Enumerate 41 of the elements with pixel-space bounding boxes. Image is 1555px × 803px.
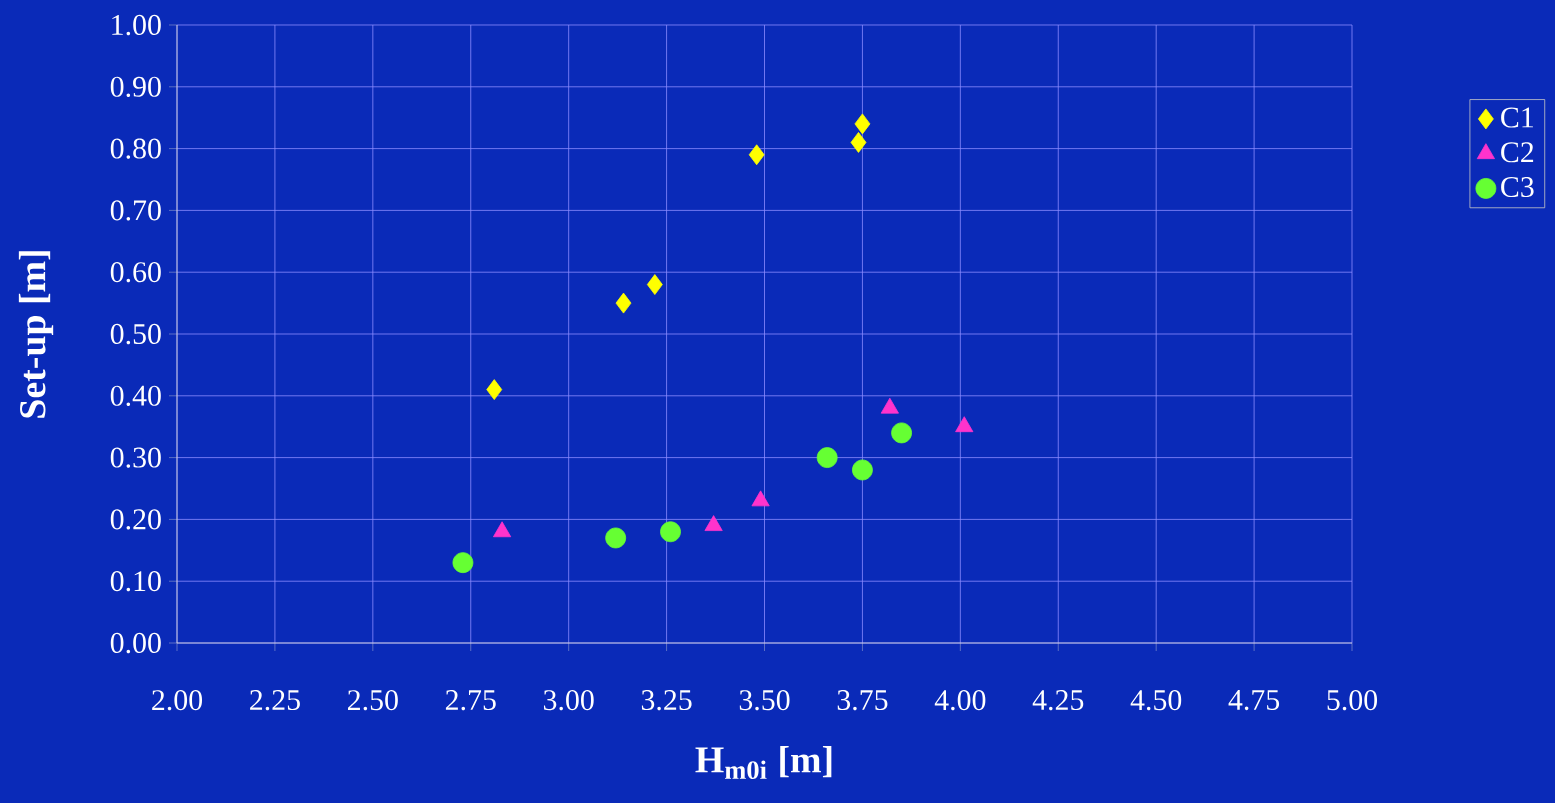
x-tick-label: 4.00 — [934, 690, 986, 711]
point — [850, 132, 867, 153]
x-tick-label: 2.50 — [347, 690, 398, 711]
y-tick-label: 0.20 — [110, 509, 161, 530]
text: H$_{m0i}$ [m] — [695, 746, 832, 780]
y-tick-label: 0.50 — [110, 323, 161, 345]
legend-label: C3 — [1501, 177, 1534, 198]
point — [854, 113, 871, 135]
legend-label: C1 — [1501, 107, 1533, 128]
x-tick-label: 2.25 — [250, 690, 300, 711]
y-tick-label: 0.40 — [110, 385, 161, 406]
point — [660, 521, 681, 543]
point — [816, 447, 838, 468]
y-tick-label: 0.90 — [110, 76, 161, 97]
point — [615, 292, 632, 314]
point — [605, 527, 627, 549]
y-tick-label: 0.00 — [110, 632, 161, 654]
x-tick-label: 4.75 — [1228, 690, 1280, 711]
x-tick-label: 4.25 — [1032, 690, 1084, 711]
y-tick-label: 0.30 — [110, 447, 161, 468]
y-tick-label: 1.00 — [112, 14, 161, 36]
x-tick-label: 3.25 — [641, 690, 692, 711]
y-tick-label: 0.70 — [110, 200, 161, 221]
x-tick-label: 4.50 — [1130, 690, 1182, 711]
point — [486, 379, 503, 401]
legend-label: C2 — [1501, 142, 1534, 163]
y-axis-title: Set-up [m] — [18, 251, 54, 418]
x-tick-label: 3.50 — [739, 690, 790, 711]
point — [452, 552, 474, 574]
point — [852, 459, 873, 481]
y-tick-label: 0.10 — [110, 571, 161, 592]
y-tick-label: 0.80 — [110, 138, 161, 159]
point — [646, 274, 663, 295]
y-tick-label: 0.60 — [110, 262, 161, 283]
x-tick-label: 5.00 — [1327, 690, 1378, 711]
x-tick-label: 2.00 — [152, 690, 203, 711]
x-tick-label: 3.00 — [543, 690, 594, 711]
x-tick-label: 2.75 — [445, 690, 496, 711]
point — [748, 144, 765, 166]
point — [891, 422, 912, 444]
x-tick-label: 3.75 — [837, 690, 888, 711]
